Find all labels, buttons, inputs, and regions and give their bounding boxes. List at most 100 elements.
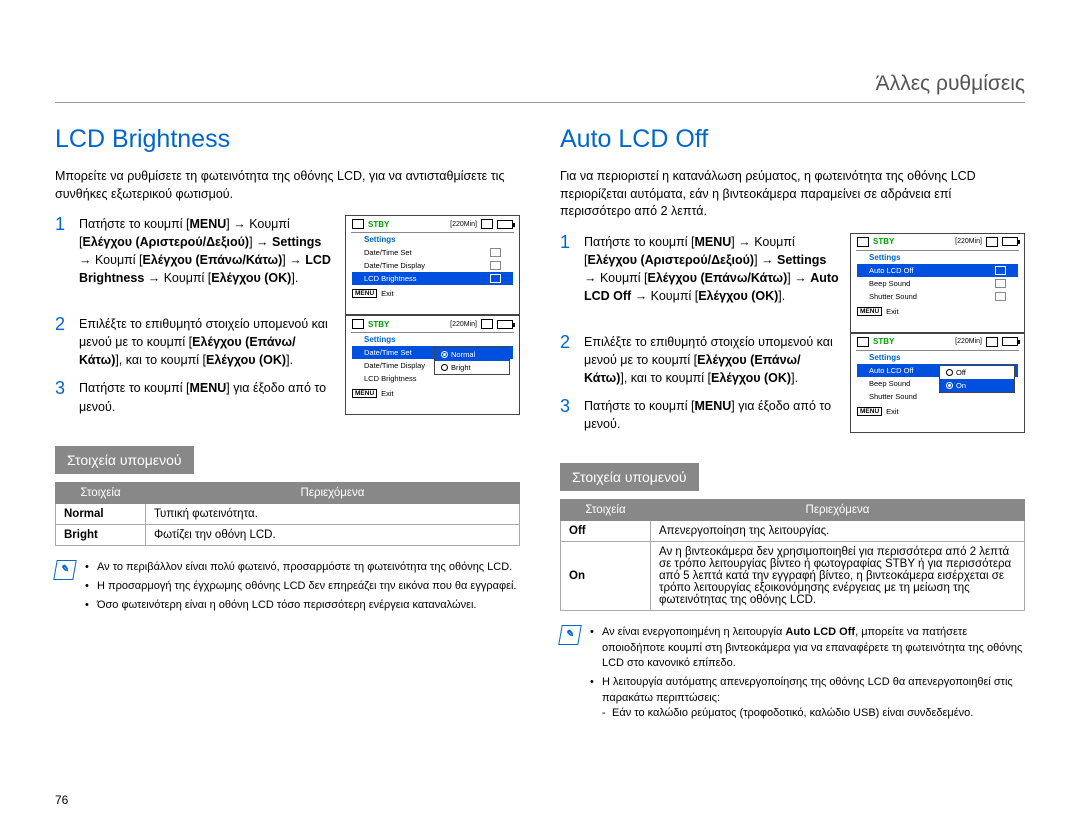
note-item: Όσο φωτεινότερη είναι η οθόνη LCD τόσο π…: [85, 598, 520, 613]
table-row: NormalΤυπική φωτεινότητα.: [56, 503, 520, 524]
note-icon: ✎: [53, 560, 77, 580]
note-item: Η προσαρμογή της έγχρωμης οθόνης LCD δεν…: [85, 579, 520, 594]
submenu-item-selected[interactable]: On: [940, 379, 1014, 392]
table-row: OnΑν η βιντεοκάμερα δεν χρησιμοποιηθεί γ…: [561, 542, 1025, 611]
camera-icon: [352, 219, 364, 229]
divider: [351, 332, 514, 333]
exit-row[interactable]: MENUExit: [346, 285, 519, 302]
time-label: [220Min]: [955, 338, 982, 345]
exit-row[interactable]: MENUExit: [851, 403, 1024, 420]
item-icon: [490, 261, 501, 270]
battery-icon: [1002, 337, 1018, 346]
battery-icon: [497, 220, 513, 229]
exit-row[interactable]: MENUExit: [851, 303, 1024, 320]
time-label: [220Min]: [450, 221, 477, 228]
right-column: Auto LCD Off Για να περιοριστεί η κατανά…: [560, 125, 1025, 725]
battery-icon: [1002, 237, 1018, 246]
submenu-popup: Off On: [939, 365, 1015, 393]
menu-item[interactable]: Shutter Sound: [857, 290, 1018, 303]
step-1-right: 1 Πατήστε το κουμπί [MENU] → Κουμπί [Ελέ…: [560, 233, 840, 306]
submenu-popup: Normal Bright: [434, 347, 510, 375]
step-text: Επιλέξτε το επιθυμητό στοιχείο υπομενού …: [584, 333, 840, 387]
menu-button-icon: MENU: [857, 407, 882, 416]
menu-item[interactable]: Beep Sound: [857, 277, 1018, 290]
left-column: LCD Brightness Μπορείτε να ρυθμίσετε τη …: [55, 125, 520, 725]
table-header: Στοιχεία: [561, 500, 651, 521]
camera-icon: [857, 237, 869, 247]
exit-row[interactable]: MENUExit: [346, 385, 519, 402]
menu-item[interactable]: Date/Time Display: [352, 259, 513, 272]
note-item: Αν το περιβάλλον είναι πολύ φωτεινό, προ…: [85, 560, 520, 575]
menu-item-selected[interactable]: Auto LCD Off: [857, 264, 1018, 277]
intro-right: Για να περιοριστεί η κατανάλωση ρεύματος…: [560, 168, 1025, 221]
note-item: Αν είναι ενεργοποιημένη η λειτουργία Aut…: [590, 625, 1025, 671]
submenu-table-left: ΣτοιχείαΠεριεχόμενα NormalΤυπική φωτεινό…: [55, 482, 520, 546]
note-block-right: ✎ Αν είναι ενεργοποιημένη η λειτουργία A…: [560, 625, 1025, 725]
table-header: Στοιχεία: [56, 482, 146, 503]
step-number: 2: [560, 333, 574, 387]
item-icon: [995, 279, 1006, 288]
lcd-screen-2-left: STBY[220Min] Settings Date/Time Set Date…: [345, 315, 520, 415]
step-number: 1: [55, 215, 69, 288]
radio-icon: [946, 382, 953, 389]
stby-label: STBY: [873, 337, 894, 346]
card-icon: [986, 337, 998, 347]
divider: [351, 232, 514, 233]
time-label: [220Min]: [450, 321, 477, 328]
step-number: 3: [55, 379, 69, 415]
lcd-screen-1-right: STBY[220Min] Settings Auto LCD Off Beep …: [850, 233, 1025, 333]
menu-button-icon: MENU: [352, 389, 377, 398]
battery-icon: [497, 320, 513, 329]
divider: [856, 250, 1019, 251]
radio-icon: [946, 369, 953, 376]
submenu-items-header: Στοιχεία υπομενού: [55, 446, 194, 474]
page-header: Άλλες ρυθμίσεις: [876, 72, 1025, 96]
radio-icon: [441, 364, 448, 371]
camera-icon: [352, 319, 364, 329]
step-number: 3: [560, 397, 574, 433]
settings-header: Settings: [346, 335, 519, 346]
step-3-left: 3 Πατήστε το κουμπί [MENU] για έξοδο από…: [55, 379, 335, 415]
note-icon: ✎: [558, 625, 582, 645]
step-text: Πατήστε το κουμπί [MENU] για έξοδο από τ…: [584, 397, 840, 433]
submenu-item-selected[interactable]: Normal: [435, 348, 509, 361]
step-3-right: 3 Πατήστε το κουμπί [MENU] για έξοδο από…: [560, 397, 840, 433]
lcd-screen-2-right: STBY[220Min] Settings Auto LCD Off Beep …: [850, 333, 1025, 433]
header-divider: [55, 102, 1025, 103]
stby-label: STBY: [368, 220, 389, 229]
card-icon: [481, 319, 493, 329]
item-icon: [490, 248, 501, 257]
menu-item-selected[interactable]: LCD Brightness: [352, 272, 513, 285]
stby-label: STBY: [873, 237, 894, 246]
note-list: Αν είναι ενεργοποιημένη η λειτουργία Aut…: [590, 625, 1025, 725]
submenu-item[interactable]: Off: [940, 366, 1014, 379]
table-header: Περιεχόμενα: [651, 500, 1025, 521]
step-number: 1: [560, 233, 574, 306]
step-2-right: 2 Επιλέξτε το επιθυμητό στοιχείο υπομενο…: [560, 333, 840, 387]
submenu-items-header: Στοιχεία υπομενού: [560, 463, 699, 491]
menu-button-icon: MENU: [352, 289, 377, 298]
menu-list: Auto LCD Off Beep Sound Shutter Sound: [851, 264, 1024, 303]
menu-item[interactable]: Date/Time Set: [352, 246, 513, 259]
section-title-right: Auto LCD Off: [560, 125, 1025, 154]
step-number: 2: [55, 315, 69, 369]
note-block-left: ✎ Αν το περιβάλλον είναι πολύ φωτεινό, π…: [55, 560, 520, 618]
settings-header: Settings: [851, 253, 1024, 264]
submenu-item[interactable]: Bright: [435, 361, 509, 374]
page-number: 76: [55, 793, 68, 807]
menu-list: Date/Time Set Date/Time Display LCD Brig…: [346, 246, 519, 285]
note-item: Η λειτουργία αυτόματης απενεργοποίησης τ…: [590, 675, 1025, 721]
card-icon: [986, 237, 998, 247]
step-1-left: 1 Πατήστε το κουμπί [MENU] → Κουμπί [Ελέ…: [55, 215, 335, 288]
camera-icon: [857, 337, 869, 347]
step-2-left: 2 Επιλέξτε το επιθυμητό στοιχείο υπομενο…: [55, 315, 335, 369]
table-row: OffΑπενεργοποίηση της λειτουργίας.: [561, 521, 1025, 542]
item-icon: [490, 274, 501, 283]
step-text: Πατήστε το κουμπί [MENU] → Κουμπί [Ελέγχ…: [79, 215, 335, 288]
settings-header: Settings: [851, 353, 1024, 364]
note-list: Αν το περιβάλλον είναι πολύ φωτεινό, προ…: [85, 560, 520, 618]
card-icon: [481, 219, 493, 229]
table-row: BrightΦωτίζει την οθόνη LCD.: [56, 524, 520, 545]
lcd-screen-1-left: STBY[220Min] Settings Date/Time Set Date…: [345, 215, 520, 315]
step-text: Πατήστε το κουμπί [MENU] για έξοδο από τ…: [79, 379, 335, 415]
